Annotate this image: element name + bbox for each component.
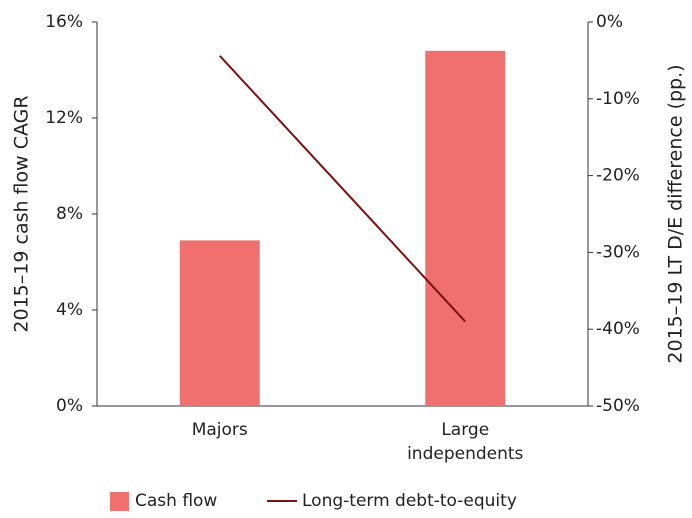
y-tick-label: 12% — [45, 108, 83, 128]
y2-tick-label: 0% — [596, 12, 623, 32]
y2-axis-title: 2015–19 LT D/E difference (pp.) — [665, 64, 687, 363]
y-tick-label: 4% — [56, 300, 83, 320]
y2-tick-label: -20% — [596, 166, 640, 186]
y-tick-label: 16% — [45, 12, 83, 32]
y-tick-label: 0% — [56, 396, 83, 416]
line — [219, 55, 466, 323]
y2-tick-label: -30% — [596, 242, 640, 262]
legend-swatch — [110, 492, 129, 511]
x-tick-label: Large independents — [407, 420, 523, 464]
y2-tick-label: -50% — [596, 396, 640, 416]
y-axis-title: 2015–19 cash flow CAGR — [11, 95, 33, 332]
y-tick-label: 8% — [56, 204, 83, 224]
y2-tick-label: -10% — [596, 89, 640, 109]
x-tick-label: Majors — [192, 420, 248, 440]
legend-label: Cash flow — [135, 491, 217, 511]
bar — [425, 50, 506, 407]
legend-label: Long-term debt-to-equity — [302, 491, 517, 511]
y2-tick-label: -40% — [596, 319, 640, 339]
bar — [179, 240, 260, 406]
